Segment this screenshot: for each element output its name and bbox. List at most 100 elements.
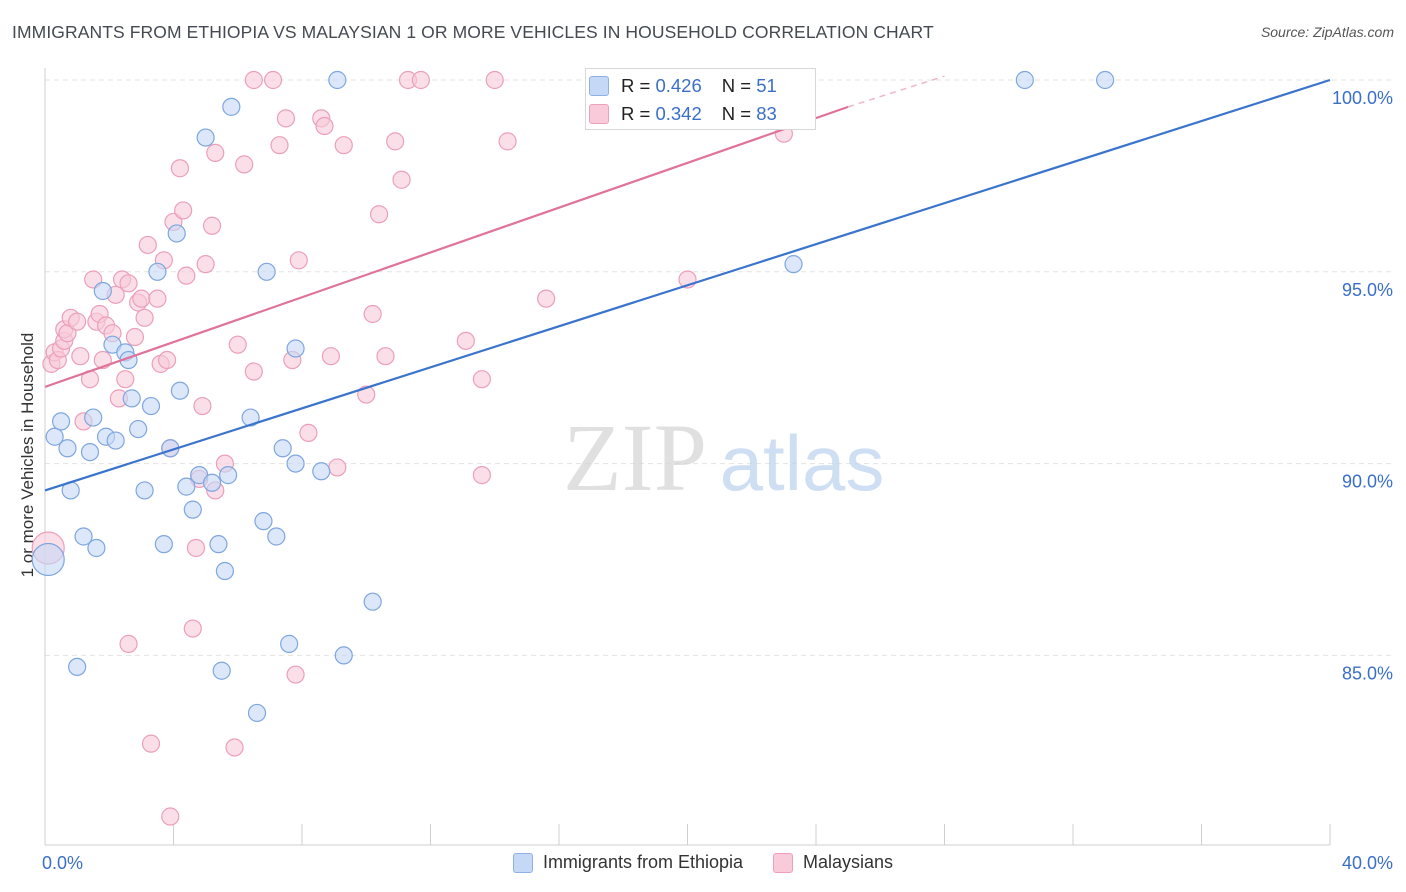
ethiopia-point bbox=[273, 439, 292, 458]
malaysian-point bbox=[132, 289, 151, 308]
source-credit: Source: ZipAtlas.com bbox=[1260, 24, 1394, 40]
malaysian-point bbox=[174, 201, 193, 220]
ethiopia-point bbox=[286, 454, 305, 473]
legend-swatch-blue bbox=[512, 852, 533, 873]
malaysian-point bbox=[186, 538, 206, 558]
malaysian-point bbox=[68, 312, 87, 331]
ethiopia-points bbox=[31, 70, 1115, 723]
malaysian-point bbox=[148, 289, 167, 308]
ethiopia-point bbox=[312, 462, 331, 481]
legend-item-ethiopia[interactable]: Immigrants from Ethiopia bbox=[512, 852, 744, 873]
ethiopia-trend-line bbox=[44, 78, 1331, 492]
ethiopia-point bbox=[51, 412, 71, 431]
malaysian-point bbox=[235, 155, 254, 174]
malaysian-point bbox=[170, 159, 190, 178]
ethiopia-point bbox=[129, 419, 148, 439]
ethiopia-point bbox=[141, 396, 161, 416]
ethiopia-point bbox=[222, 97, 241, 116]
chart-title: IMMIGRANTS FROM ETHIOPIA VS MALAYSIAN 1 … bbox=[12, 22, 934, 42]
ethiopia-point bbox=[84, 408, 103, 427]
ethiopia-point bbox=[215, 561, 234, 581]
stats-row-malaysians: R = 0.342 N = 83 bbox=[586, 99, 777, 129]
malaysian-point bbox=[119, 274, 138, 293]
malaysian-point bbox=[386, 132, 405, 151]
r-value: 0.342 bbox=[655, 103, 702, 124]
ethiopia-point bbox=[196, 128, 215, 147]
malaysian-point bbox=[244, 362, 263, 381]
ethiopia-point bbox=[122, 389, 141, 408]
malaysian-point bbox=[263, 70, 283, 90]
malaysian-point bbox=[202, 216, 222, 235]
malaysian-point bbox=[119, 634, 138, 653]
ethiopia-point bbox=[784, 255, 803, 274]
malaysian-point bbox=[411, 70, 430, 90]
malaysian-point bbox=[228, 335, 247, 354]
ethiopia-point bbox=[68, 657, 87, 677]
malaysian-point bbox=[498, 132, 517, 151]
malaysian-point bbox=[206, 143, 225, 162]
malaysian-point bbox=[485, 70, 504, 90]
y-tick-label: 100.0% bbox=[1332, 88, 1393, 108]
ethiopia-point bbox=[1096, 70, 1115, 90]
ethiopia-point bbox=[87, 538, 106, 558]
ethiopia-point bbox=[106, 431, 125, 450]
ethiopia-point bbox=[241, 408, 260, 427]
malaysians-points bbox=[31, 70, 793, 826]
ethiopia-point bbox=[167, 224, 186, 243]
ethiopia-point bbox=[286, 339, 305, 358]
malaysian-point bbox=[71, 347, 90, 366]
n-label: N = bbox=[721, 103, 752, 124]
ethiopia-point bbox=[183, 500, 202, 519]
y-tick-label: 90.0% bbox=[1342, 472, 1393, 492]
ethiopia-point bbox=[280, 634, 299, 653]
malaysian-point bbox=[392, 170, 411, 189]
r-label: R = bbox=[621, 75, 651, 96]
ethiopia-point bbox=[328, 70, 347, 90]
malaysian-point bbox=[177, 266, 196, 285]
malaysian-point bbox=[456, 331, 475, 350]
n-value: 83 bbox=[756, 103, 777, 124]
malaysian-point bbox=[376, 347, 395, 366]
watermark-zip: ZIP bbox=[563, 404, 707, 511]
stats-row-ethiopia: R = 0.426 N = 51 bbox=[586, 71, 777, 101]
malaysian-point bbox=[196, 255, 215, 274]
ethiopia-point bbox=[202, 473, 222, 492]
ethiopia-point bbox=[148, 262, 167, 281]
ethiopia-point bbox=[154, 535, 173, 554]
legend-item-malaysians[interactable]: Malaysians bbox=[773, 852, 893, 873]
y-tick-label: 85.0% bbox=[1342, 663, 1393, 683]
malaysian-point bbox=[472, 370, 491, 389]
malaysian-point bbox=[161, 807, 180, 826]
malaysian-point bbox=[225, 738, 244, 757]
malaysian-point bbox=[244, 70, 263, 90]
ethiopia-point bbox=[45, 427, 64, 446]
malaysian-trend-line bbox=[44, 105, 849, 388]
legend-label: Immigrants from Ethiopia bbox=[542, 852, 744, 872]
malaysian-point bbox=[270, 136, 289, 155]
ethiopia-point bbox=[93, 281, 112, 301]
malaysian-point bbox=[157, 350, 177, 370]
n-label: N = bbox=[721, 75, 752, 96]
x-tick-label: 40.0% bbox=[1342, 853, 1393, 873]
trend-lines bbox=[44, 75, 1331, 492]
ethiopia-point bbox=[247, 703, 267, 723]
ethiopia-point bbox=[170, 381, 190, 400]
malaysian-trend-extension bbox=[847, 75, 945, 108]
ethiopia-point bbox=[212, 661, 231, 680]
malaysian-point bbox=[334, 136, 353, 155]
malaysian-point bbox=[370, 205, 389, 224]
legend: Immigrants from Ethiopia Malaysians bbox=[0, 852, 1406, 873]
stats-box: R = 0.426 N = 51 R = 0.342 N = 83 bbox=[585, 68, 816, 130]
malaysian-point bbox=[321, 347, 341, 366]
y-tick-label: 95.0% bbox=[1342, 280, 1393, 300]
ethiopia-point bbox=[257, 262, 276, 281]
malaysian-point bbox=[315, 116, 334, 136]
tick-labels: 85.0% 90.0% 95.0% 100.0% 0.0% 40.0% bbox=[42, 88, 1393, 873]
r-value: 0.426 bbox=[655, 75, 702, 96]
malaysian-point bbox=[141, 734, 161, 753]
ethiopia-point bbox=[31, 542, 65, 577]
pink-swatch bbox=[589, 104, 609, 124]
malaysian-point bbox=[537, 289, 556, 308]
x-tick-label: 0.0% bbox=[42, 853, 83, 873]
